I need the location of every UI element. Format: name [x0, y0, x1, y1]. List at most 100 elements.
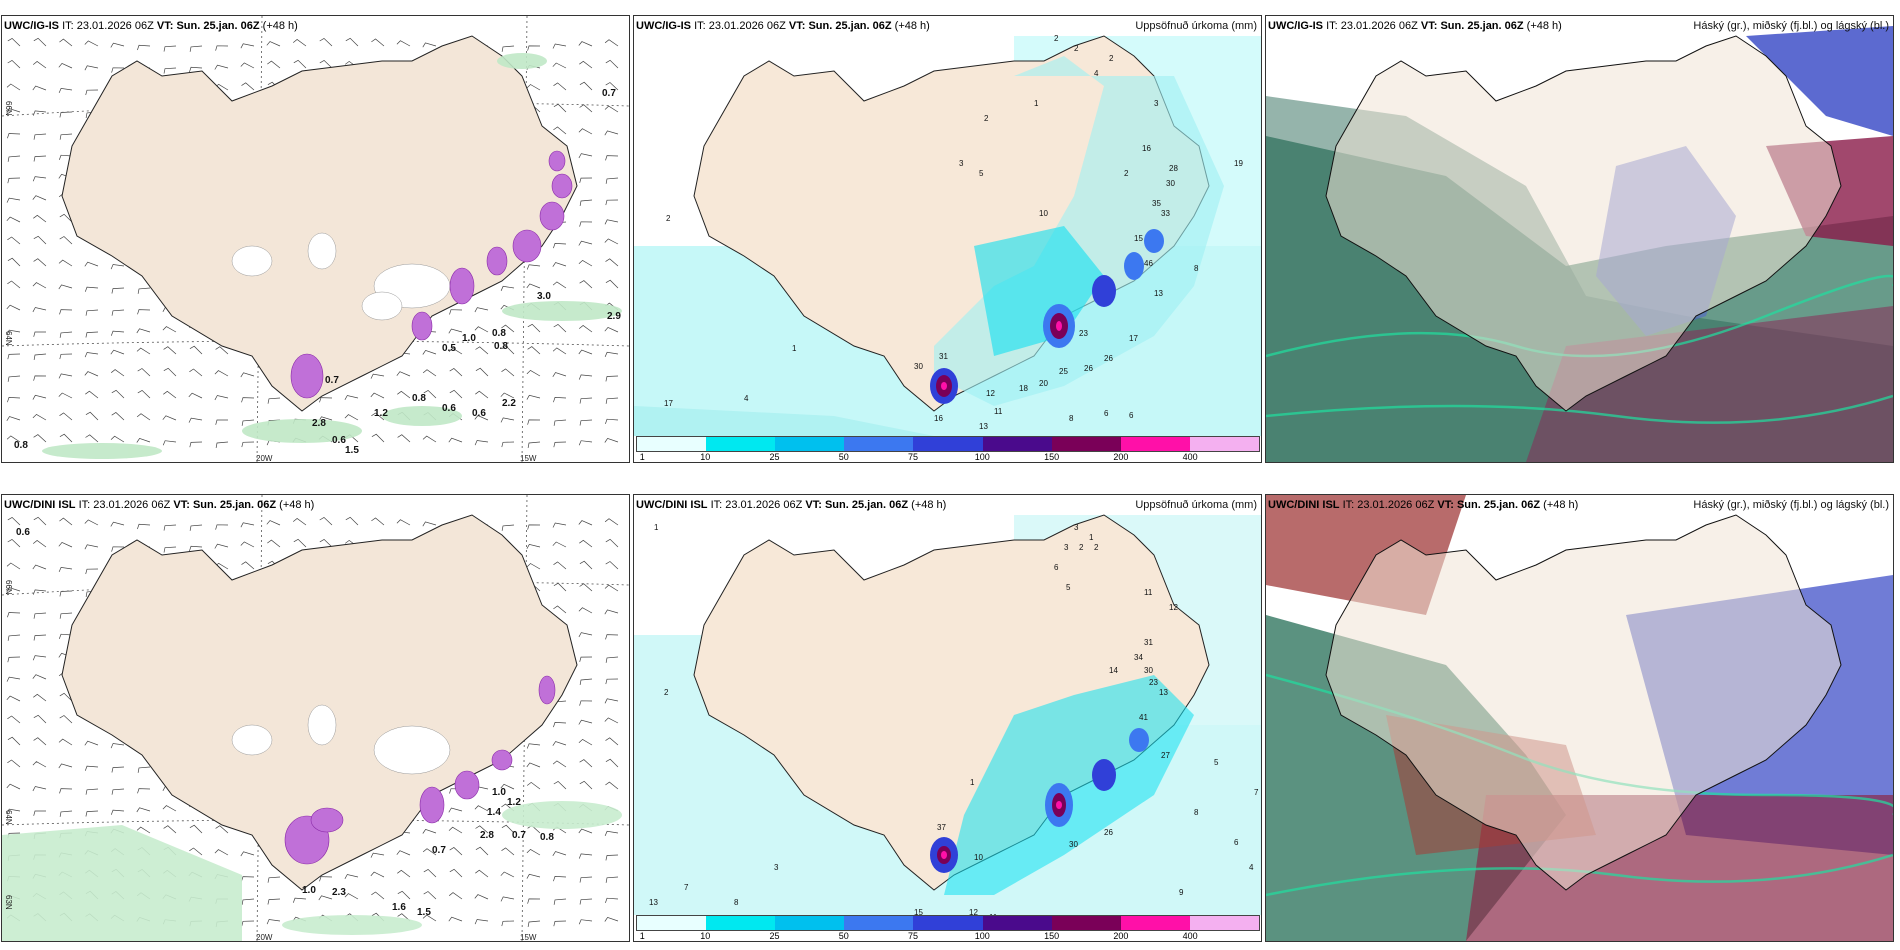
- iceland-land: [1325, 514, 1842, 891]
- wind-barb: [604, 518, 619, 526]
- colorbar-label: 75: [908, 931, 919, 941]
- wind-barb: [527, 346, 541, 355]
- wind-barb: [32, 282, 47, 289]
- colorbar-segment: [706, 916, 776, 930]
- wind-barb: [552, 522, 567, 528]
- precip-label: 30: [1144, 666, 1153, 675]
- wind-barb: [136, 826, 151, 834]
- wind-barb: [32, 394, 47, 400]
- wind-barb: [371, 517, 385, 526]
- precip-label: 12: [1169, 603, 1178, 612]
- precip-label: 19: [1234, 159, 1243, 168]
- wind-barb: [59, 133, 73, 140]
- precip-label: 13: [979, 422, 988, 431]
- wind-barb: [33, 37, 47, 47]
- wind-barb: [137, 788, 151, 794]
- panel-top-middle-precip: UWC/IG-IS IT: 23.01.2026 06Z VT: Sun. 25…: [633, 15, 1262, 463]
- wind-barb: [579, 177, 593, 183]
- wind-barb: [552, 760, 567, 768]
- cloud-map: [1266, 495, 1893, 941]
- wind-map: 0.6 1.0 1.2 1.4 0.7 0.8 2.8 0.7 1.6 1.5 …: [2, 495, 629, 941]
- wind-barb: [553, 103, 567, 113]
- wind-barb: [33, 235, 47, 245]
- wind-barb: [292, 897, 307, 903]
- wind-barb: [32, 564, 47, 570]
- wind-barb: [448, 892, 463, 900]
- wind-barb: [501, 920, 515, 927]
- wind-barb: [605, 897, 619, 904]
- wind-barb: [163, 524, 177, 531]
- wind-barb: [59, 590, 73, 597]
- wind-barb: [605, 538, 619, 548]
- wind-barb: [475, 390, 489, 399]
- wind-barb: [59, 412, 73, 421]
- wind-barb: [84, 286, 99, 292]
- wind-label: 1.0: [302, 885, 316, 896]
- wind-barb: [422, 914, 437, 922]
- precip-label: 23: [1149, 678, 1158, 687]
- wind-barb: [6, 562, 21, 570]
- wind-barb: [371, 891, 385, 900]
- colorbar-labels: 1 10 25 50 75 100 150 200 400: [636, 931, 1260, 941]
- wind-barb: [578, 607, 593, 614]
- precip-label: 1: [1034, 99, 1039, 108]
- precip-label: 35: [1152, 199, 1161, 208]
- wind-barb: [33, 133, 47, 140]
- wind-barb: [579, 419, 593, 426]
- wind-barb: [84, 40, 99, 47]
- precip-label: 30: [914, 362, 923, 371]
- wind-label: 0.6: [442, 403, 456, 414]
- wind-barb: [33, 353, 47, 360]
- precip-label: 30: [1166, 179, 1175, 188]
- wind-barb: [59, 38, 73, 47]
- panel-header: UWC/IG-IS IT: 23.01.2026 06Z VT: Sun. 25…: [636, 20, 930, 32]
- wind-barb: [605, 758, 619, 768]
- wind-barb: [578, 128, 593, 135]
- wind-barb: [605, 656, 619, 663]
- wind-barb: [58, 541, 73, 548]
- lat-label-66n: 66N: [4, 101, 13, 116]
- wind-barb: [449, 389, 463, 399]
- wind-barb: [578, 828, 593, 834]
- wind-barb: [189, 524, 203, 531]
- precip-label: 16: [1142, 144, 1151, 153]
- wind-barb: [59, 612, 73, 619]
- wind-barb: [7, 155, 21, 162]
- wind-barb: [448, 916, 463, 922]
- colorbar-label: 75: [908, 452, 919, 462]
- wind-barb: [58, 738, 73, 746]
- wind-barb: [578, 520, 593, 526]
- wind-barb: [604, 584, 619, 592]
- precip-label: 2: [1074, 44, 1079, 53]
- lon-label-15w: 15W: [520, 933, 537, 942]
- wind-barb: [319, 397, 333, 403]
- wind-barb: [33, 258, 47, 267]
- wind-barb: [58, 373, 73, 379]
- wind-barb: [344, 414, 359, 421]
- wind-barb: [267, 876, 281, 883]
- wind-barb: [370, 392, 385, 399]
- wind-barb: [33, 516, 47, 526]
- wind-barb: [474, 307, 489, 313]
- precip-label: 11: [1144, 588, 1153, 597]
- wind-label: 2.3: [332, 887, 346, 898]
- colorbar-label: 1: [639, 931, 645, 941]
- precip-label: 10: [974, 853, 983, 862]
- wind-barb: [501, 824, 515, 834]
- wind-barb: [474, 805, 489, 812]
- wind-barb: [85, 331, 99, 338]
- wind-barb: [553, 722, 567, 728]
- wind-barb: [527, 898, 541, 904]
- wind-barb: [188, 392, 203, 399]
- wind-barb: [552, 851, 567, 856]
- wind-barb: [6, 329, 21, 335]
- wind-barb: [58, 88, 73, 94]
- wind-barb: [604, 916, 619, 922]
- wind-barb: [7, 759, 21, 768]
- wind-barb: [6, 216, 21, 223]
- wind-barb: [553, 243, 567, 249]
- wind-barb: [240, 372, 255, 378]
- wind-barb: [32, 655, 47, 661]
- colorbar-segment: [1189, 437, 1259, 451]
- iceland-land: [61, 514, 578, 891]
